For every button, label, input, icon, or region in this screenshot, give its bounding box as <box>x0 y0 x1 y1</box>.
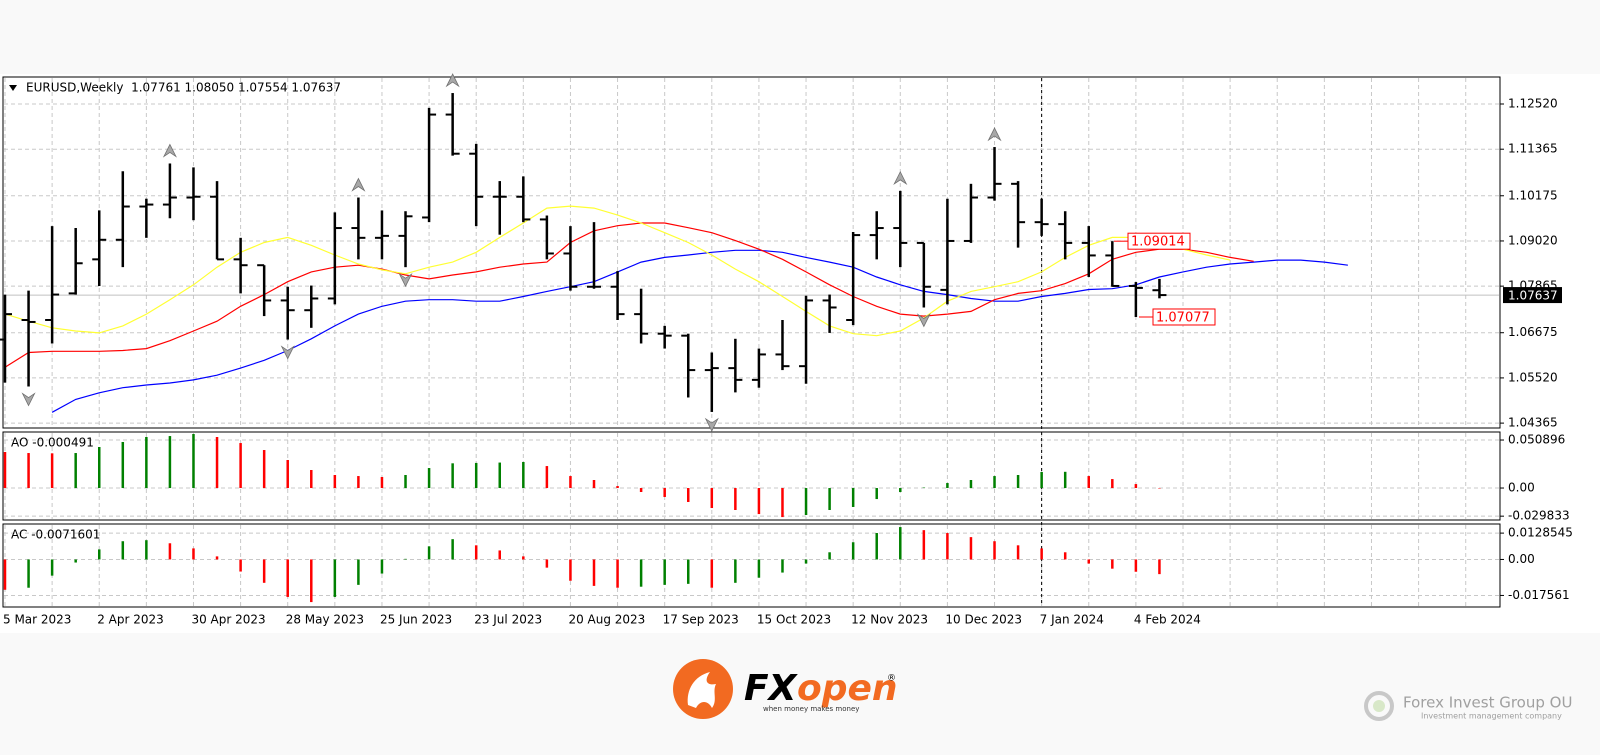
x-tick-label: 10 Dec 2023 <box>945 613 1022 627</box>
fractal-up <box>351 177 366 192</box>
fractal-up <box>162 143 177 158</box>
price-label-box <box>1152 308 1216 326</box>
y-tick-label: -0.029833 <box>1508 509 1570 523</box>
indicator-title: AO -0.000491 <box>11 436 94 450</box>
y-tick-label: 0.00 <box>1508 481 1535 495</box>
price-label-box <box>1127 232 1191 250</box>
panel-frame <box>2 523 1501 608</box>
x-tick-label: 30 Apr 2023 <box>191 613 265 627</box>
panel-frame <box>2 76 1501 429</box>
y-tick-label: 1.11365 <box>1508 142 1558 156</box>
company-tagline: Investment management company <box>1421 712 1562 721</box>
fractal-up <box>987 127 1002 142</box>
fractal-down <box>916 313 931 328</box>
last-price-box <box>1503 287 1562 304</box>
company-icon <box>1364 691 1394 721</box>
x-tick-label: 28 May 2023 <box>286 613 364 627</box>
x-tick-label: 4 Feb 2024 <box>1134 613 1201 627</box>
brand-tagline: when money makes money <box>763 705 859 713</box>
y-tick-label: 1.05520 <box>1508 370 1558 384</box>
y-tick-label: 1.04365 <box>1508 416 1558 430</box>
y-tick-label: 0.00 <box>1508 552 1535 566</box>
fractal-down <box>704 417 719 432</box>
logo-mark <box>687 672 716 708</box>
fractal-down <box>280 345 295 360</box>
x-tick-label: 15 Oct 2023 <box>757 613 831 627</box>
x-tick-label: 17 Sep 2023 <box>663 613 739 627</box>
x-tick-label: 2 Apr 2023 <box>97 613 164 627</box>
indicator-title: AC -0.0071601 <box>11 528 100 542</box>
y-tick-label: 1.12520 <box>1508 97 1558 111</box>
y-tick-label: 1.09020 <box>1508 233 1558 247</box>
panel-frame <box>2 431 1501 521</box>
y-tick-label: 1.06675 <box>1508 325 1558 339</box>
brand-open: open <box>797 668 898 709</box>
x-tick-label: 23 Jul 2023 <box>474 613 542 627</box>
y-tick-label: 1.10175 <box>1508 188 1558 202</box>
x-tick-label: 20 Aug 2023 <box>568 613 645 627</box>
brand-registered: ® <box>887 674 896 684</box>
y-tick-label: -0.017561 <box>1508 588 1570 602</box>
price-label: 1.09014 <box>1131 235 1185 250</box>
footer: FX open ® when money makes money Forex I… <box>673 659 1572 721</box>
fractal-down <box>398 273 413 288</box>
x-tick-label: 12 Nov 2023 <box>851 613 928 627</box>
y-tick-label: 0.050896 <box>1508 433 1565 447</box>
y-tick-label: 0.0128545 <box>1508 526 1573 540</box>
chart-header: EURUSD,Weekly 1.07761 1.08050 1.07554 1.… <box>26 81 341 95</box>
moving-average-line <box>4 205 1231 337</box>
price-label: 1.07077 <box>1156 310 1210 325</box>
x-tick-label: 7 Jan 2024 <box>1040 613 1104 627</box>
x-tick-label: 25 Jun 2023 <box>380 613 452 627</box>
fractal-up <box>893 170 908 186</box>
x-tick-label: 5 Mar 2023 <box>3 613 71 627</box>
fractal-up <box>445 73 460 88</box>
company-name: Forex Invest Group OU <box>1403 694 1572 712</box>
company-icon-inner <box>1373 700 1385 712</box>
fractal-down <box>21 392 36 407</box>
layers: 1.125201.113651.101751.090201.078651.066… <box>0 73 1573 627</box>
last-price-label: 1.07637 <box>1508 289 1558 303</box>
header-triangle <box>9 85 17 91</box>
moving-average-line <box>4 222 1254 368</box>
brand-fx: FX <box>744 668 799 709</box>
